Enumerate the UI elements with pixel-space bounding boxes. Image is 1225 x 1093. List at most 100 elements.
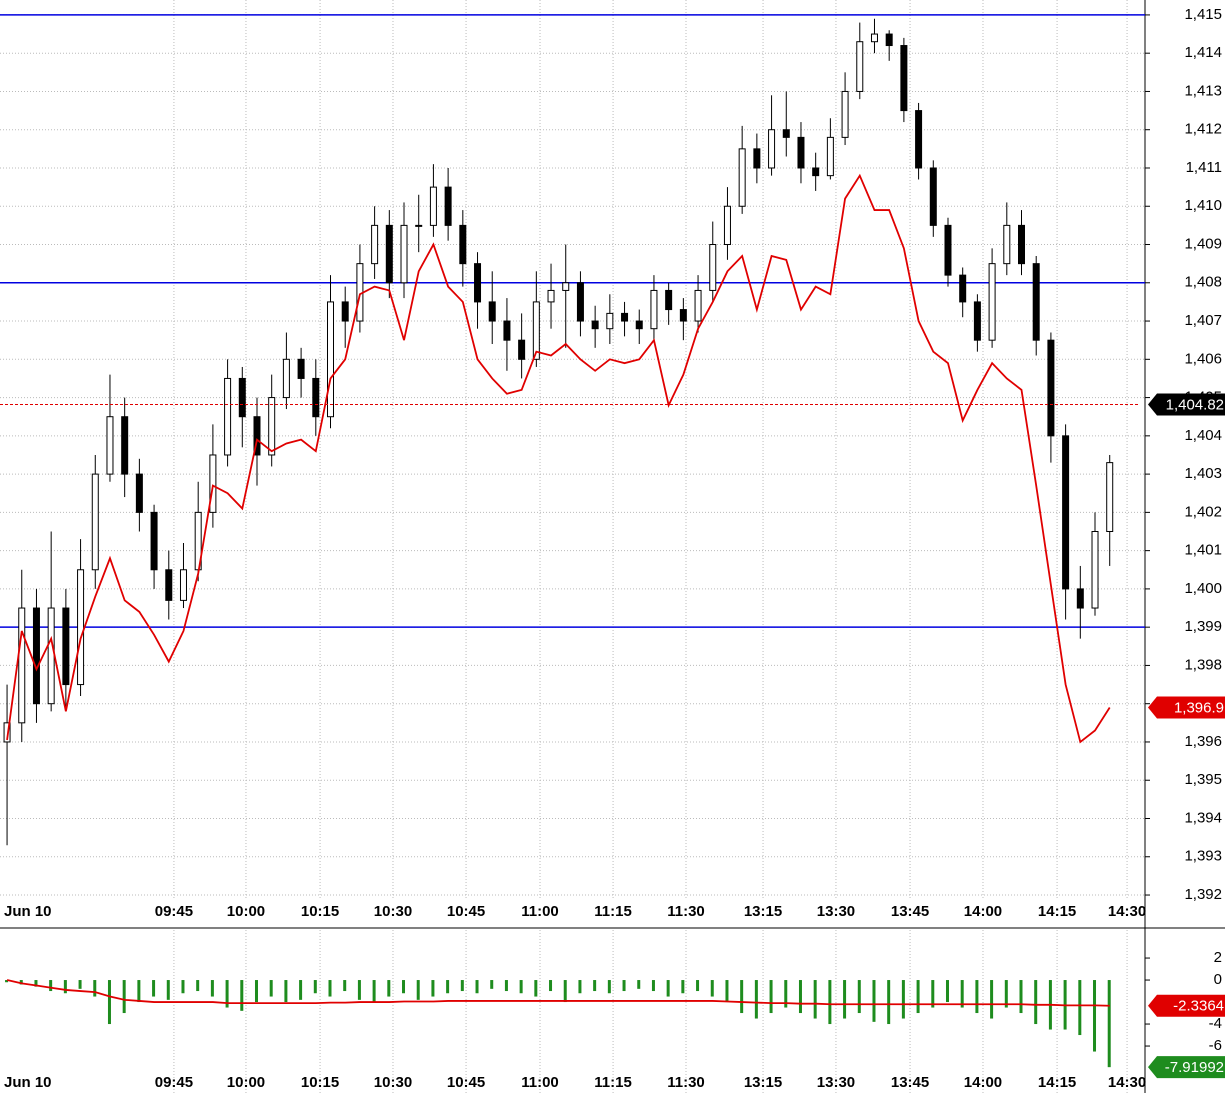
bar [549,980,553,992]
x-tick-label: 13:30 [817,903,855,920]
bar [1107,980,1111,1068]
candle-body [91,473,99,571]
date-label: Jun 10 [4,903,52,920]
bar [181,980,185,994]
bar [475,980,479,994]
date-label: Jun 10 [4,1074,52,1091]
bar [431,980,435,997]
bar [622,980,626,992]
y-tick-label: 1,396 [1184,733,1222,750]
bar [196,980,200,992]
candle-body [327,301,335,418]
bar [240,980,244,1011]
candle-body [1032,263,1040,341]
y-tick-label: 1,407 [1184,312,1222,329]
candle-body [341,301,349,322]
bar [828,980,832,1025]
y-tick-label: 1,414 [1184,44,1222,61]
candle-body [841,90,849,138]
bar [813,980,817,1019]
candle-body [135,473,143,513]
y-tick-label: 1,415 [1184,6,1222,23]
y-tick-label: 1,409 [1184,235,1222,252]
candle-body [371,224,379,265]
candle-body [591,320,599,330]
bar [166,980,170,1000]
bar [284,980,288,1003]
x-tick-label: 11:15 [594,1074,632,1091]
candle-body [870,33,878,43]
bar [299,980,303,1000]
bar [225,980,229,1008]
y-tick-label: 1,399 [1184,618,1222,635]
y-tick-label: -4 [1209,1015,1222,1032]
candle-body [826,136,834,177]
bar [696,980,700,992]
bar [387,980,391,997]
candle-body [944,224,952,276]
candle-body [665,289,673,311]
bar [107,980,111,1025]
bar [122,980,126,1014]
x-tick-label: 14:30 [1108,903,1146,920]
candle-body [635,320,643,330]
candle-body [268,397,276,456]
bar [901,980,905,1019]
candle-body [474,263,482,303]
y-tick-label: 1,413 [1184,82,1222,99]
y-tick-label: 1,392 [1184,886,1222,903]
bar [798,980,802,1014]
bar [504,980,508,992]
x-tick-label: 13:15 [744,1074,782,1091]
bar [651,980,655,992]
y-tick-label: 1,412 [1184,121,1222,138]
candle-body [782,129,790,138]
bar [1093,980,1097,1052]
bar [754,980,758,1019]
bar [313,980,317,994]
candle-body [400,224,408,284]
candle-body [3,722,11,743]
x-tick-label: 13:45 [891,1074,929,1091]
value-marker [1148,696,1225,719]
x-tick-label: 13:15 [744,903,782,920]
bar [534,980,538,997]
candle-body [532,301,540,360]
y-tick-label: 1,406 [1184,350,1222,367]
x-tick-label: 11:15 [594,903,632,920]
candle-body [18,607,26,724]
bar [593,980,597,992]
candle-body [797,136,805,169]
candle-body [121,416,129,475]
bar [63,980,67,994]
bar [916,980,920,1014]
x-tick-label: 14:15 [1038,1074,1076,1091]
x-tick-label: 10:15 [301,903,339,920]
bar [372,980,376,1003]
bar [490,980,494,989]
y-tick-label: 1,401 [1184,542,1222,559]
y-tick-label: 1,395 [1184,771,1222,788]
candle-body [238,377,246,418]
y-tick-label: 1,394 [1184,809,1222,826]
x-tick-label: 10:15 [301,1074,339,1091]
bar [960,980,964,1008]
y-tick-label: 1,393 [1184,848,1222,865]
bar [607,980,611,994]
x-tick-label: 10:45 [447,1074,485,1091]
bar [210,980,214,997]
candle-body [165,569,173,601]
candle-body [650,289,658,330]
bar [784,980,788,1008]
candle-body [429,186,437,226]
bar [990,980,994,1019]
y-tick-label: 1,398 [1184,656,1222,673]
x-tick-label: 10:00 [227,903,265,920]
candle-body [106,416,114,475]
candle-body [518,339,526,360]
candle-body [47,607,55,705]
bar [460,980,464,992]
x-tick-label: 10:00 [227,1074,265,1091]
bar [1019,980,1023,1014]
